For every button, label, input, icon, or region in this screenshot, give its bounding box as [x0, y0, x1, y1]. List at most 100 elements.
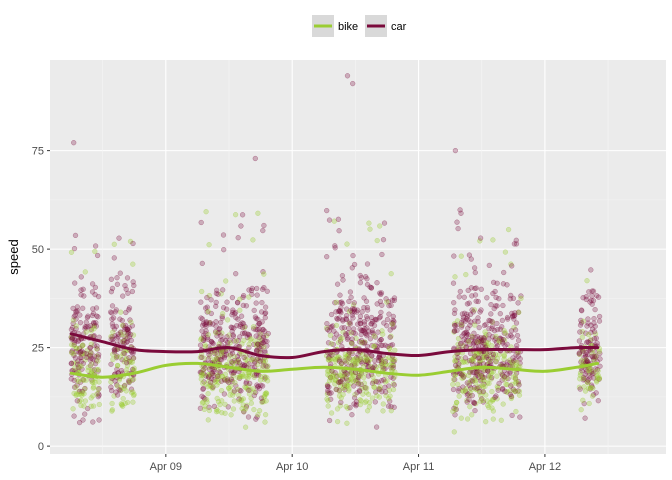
bike-point: [202, 342, 208, 348]
car-point: [87, 357, 94, 363]
car-point: [232, 309, 239, 316]
car-point: [260, 334, 267, 341]
car-point: [583, 296, 589, 303]
bike-point: [70, 406, 76, 412]
bike-point: [467, 404, 473, 410]
car-point: [254, 372, 260, 378]
bike-point: [474, 352, 481, 358]
car-point: [121, 383, 128, 389]
car-point: [87, 323, 94, 329]
bike-point: [250, 324, 257, 330]
bike-point: [511, 324, 517, 331]
car-point: [585, 320, 591, 326]
car-point: [229, 350, 236, 356]
bike-point: [352, 391, 358, 398]
bike-point: [131, 391, 137, 398]
bike-point: [357, 401, 364, 408]
car-point: [253, 348, 260, 354]
bike-point: [109, 400, 115, 407]
bike-point: [334, 418, 341, 425]
car-point: [378, 337, 384, 343]
car-point: [121, 350, 127, 356]
car-point: [386, 383, 392, 389]
bike-point: [388, 408, 394, 414]
car-point: [211, 366, 218, 373]
bike-point: [96, 401, 102, 408]
car-point: [208, 310, 214, 317]
bike-point: [348, 377, 354, 383]
car-point: [590, 288, 597, 294]
bike-point: [253, 356, 260, 363]
car-point: [356, 373, 362, 379]
car-point: [204, 334, 211, 341]
car-outlier-point: [344, 73, 351, 79]
car-point: [499, 371, 505, 377]
bike-point: [251, 406, 257, 413]
bike-point: [580, 318, 586, 324]
car-point: [205, 374, 212, 380]
bike-point: [470, 355, 476, 362]
car-point: [343, 375, 350, 381]
bike-point: [388, 333, 394, 339]
car-point: [583, 357, 590, 364]
bike-point: [213, 350, 219, 356]
car-point: [253, 315, 259, 322]
car-point: [346, 325, 352, 332]
car-point: [358, 381, 364, 388]
car-point: [122, 325, 128, 331]
bike-point: [490, 237, 496, 243]
bike-point: [233, 338, 239, 344]
car-point: [96, 392, 102, 398]
car-point: [324, 320, 330, 327]
car-point: [583, 354, 589, 360]
car-point: [262, 328, 268, 334]
car-point: [341, 358, 348, 364]
car-point: [91, 353, 97, 359]
bike-point: [209, 385, 216, 392]
car-point: [256, 326, 262, 332]
bike-point: [261, 360, 267, 366]
car-point: [332, 245, 338, 251]
bike-point: [504, 381, 510, 388]
car-point: [73, 309, 79, 315]
car-point: [326, 384, 332, 390]
bike-point: [494, 356, 501, 362]
car-point: [473, 285, 479, 291]
car-point: [125, 290, 131, 296]
car-point: [204, 294, 210, 301]
bike-point: [332, 377, 338, 383]
car-point: [372, 358, 378, 364]
car-point: [363, 352, 370, 358]
car-point: [221, 391, 228, 397]
car-point: [253, 333, 259, 339]
car-point: [381, 220, 388, 226]
car-point: [587, 299, 593, 305]
car-point: [377, 338, 383, 344]
car-point: [458, 324, 465, 330]
car-outlier-point: [350, 80, 356, 87]
car-point: [388, 302, 394, 309]
car-point: [119, 357, 125, 363]
car-point: [201, 394, 207, 401]
car-point: [492, 303, 499, 309]
car-point: [471, 265, 478, 271]
car-point: [474, 368, 480, 375]
car-point: [81, 293, 87, 299]
car-point: [238, 223, 244, 229]
bike-point: [208, 371, 214, 377]
car-point: [497, 335, 503, 341]
car-point: [227, 337, 233, 343]
car-point: [379, 302, 385, 308]
bike-point: [354, 360, 360, 366]
car-point: [108, 384, 114, 390]
bike-point: [494, 396, 500, 402]
car-point: [260, 326, 266, 333]
bike-point: [70, 360, 77, 366]
car-point: [91, 342, 97, 349]
car-point: [507, 296, 513, 302]
car-point: [262, 310, 268, 317]
bike-point: [326, 378, 333, 384]
car-point: [251, 392, 257, 399]
car-point: [114, 275, 120, 281]
car-point: [200, 367, 206, 373]
